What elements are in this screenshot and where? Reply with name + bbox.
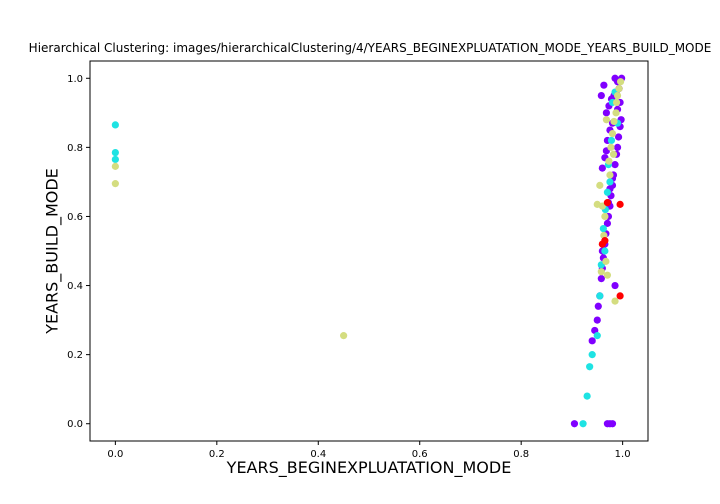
data-point: [611, 297, 619, 305]
data-point: [613, 143, 622, 151]
data-point: [111, 162, 119, 170]
data-point: [603, 199, 612, 207]
data-point: [593, 332, 601, 340]
data-point: [615, 85, 623, 93]
data-point: [608, 129, 617, 138]
data-point: [111, 148, 119, 157]
data-point: [616, 200, 624, 208]
data-point: [598, 202, 606, 210]
data-point: [597, 268, 605, 276]
data-point: [600, 81, 608, 89]
data-point: [606, 171, 614, 179]
data-point: [583, 392, 591, 400]
x-tick-label: 0.0: [107, 449, 123, 460]
data-point: [602, 116, 611, 124]
data-point: [570, 420, 579, 428]
x-tick-label: 0.4: [310, 449, 326, 460]
data-point: [588, 351, 596, 359]
data-point: [602, 257, 610, 265]
data-point: [588, 337, 596, 345]
data-point: [598, 164, 606, 172]
plot-frame: [89, 60, 649, 442]
data-point: [603, 188, 612, 196]
data-point: [586, 363, 594, 371]
x-tick-label: 0.6: [412, 449, 428, 460]
data-point: [608, 420, 617, 428]
x-tick-label: 1.0: [615, 449, 631, 460]
y-tick-label: 0.2: [67, 350, 83, 361]
y-tick-label: 0.0: [67, 419, 83, 430]
data-point: [611, 74, 619, 82]
chart-title: Hierarchical Clustering: images/hierarch…: [28, 41, 712, 55]
data-point: [605, 157, 613, 165]
data-point: [614, 133, 623, 141]
data-point: [594, 302, 602, 310]
data-point: [340, 332, 348, 340]
data-point: [610, 117, 618, 126]
data-point: [111, 121, 119, 129]
data-point: [593, 316, 601, 324]
data-point: [603, 271, 612, 279]
data-point: [596, 181, 604, 189]
y-tick-label: 0.4: [67, 281, 83, 292]
x-tick-label: 0.2: [209, 449, 225, 460]
data-point: [601, 247, 609, 255]
data-point: [607, 143, 615, 151]
data-point: [596, 292, 604, 300]
data-point: [613, 91, 622, 100]
data-point: [607, 136, 616, 145]
data-point: [597, 275, 605, 283]
data-point: [597, 91, 605, 100]
data-point: [606, 178, 614, 186]
data-point: [601, 212, 609, 221]
x-axis-label: YEARS_BEGINEXPLUATATION_MODE: [226, 458, 512, 477]
y-tick-label: 1.0: [67, 74, 83, 85]
data-point: [609, 150, 618, 158]
data-point: [111, 155, 119, 164]
y-tick-label: 0.8: [67, 143, 83, 154]
data-point: [111, 180, 119, 188]
data-point: [617, 78, 625, 86]
data-point: [599, 224, 607, 233]
data-point: [603, 219, 612, 227]
data-point: [611, 281, 619, 290]
data-point: [602, 109, 611, 117]
data-point: [612, 98, 621, 107]
data-points: [111, 74, 626, 428]
data-point: [579, 420, 587, 428]
data-point: [598, 240, 606, 248]
x-ticks: 0.0 0.2 0.4 0.6 0.8 1.0: [107, 441, 631, 460]
data-point: [612, 109, 620, 117]
data-point: [616, 292, 624, 300]
y-ticks: 0.0 0.2 0.4 0.6 0.8 1.0: [67, 74, 90, 430]
data-point: [611, 161, 619, 169]
y-tick-label: 0.6: [67, 212, 83, 223]
x-tick-label: 0.8: [513, 449, 529, 460]
